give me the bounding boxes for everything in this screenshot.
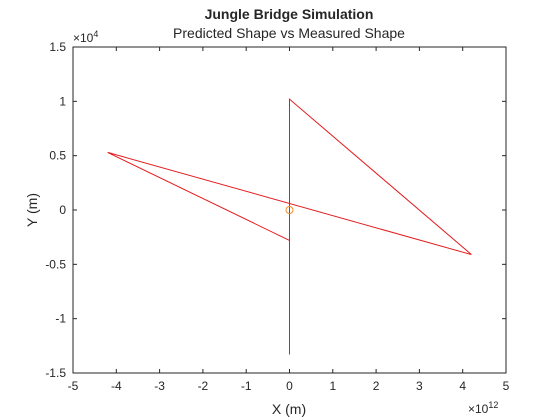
y-axis-label: Y (m) xyxy=(24,193,40,227)
series-marker-2 xyxy=(285,206,294,214)
series-line-1 xyxy=(107,98,472,355)
x-tick-label: 5 xyxy=(503,379,510,393)
chart-title: Jungle Bridge Simulation xyxy=(205,6,374,22)
x-tick-label: 2 xyxy=(373,379,380,393)
x-tick-label: -4 xyxy=(111,379,122,393)
x-tick-label: 3 xyxy=(416,379,423,393)
x-axis-label: X (m) xyxy=(272,401,306,417)
x-tick-label: 1 xyxy=(329,379,336,393)
chart-subtitle: Predicted Shape vs Measured Shape xyxy=(173,25,405,41)
x-tick-label: 0 xyxy=(286,379,293,393)
x-axis-exponent: ×1012 xyxy=(468,400,498,416)
x-tick-label: -1 xyxy=(241,379,252,393)
y-tick-label: 0 xyxy=(59,203,66,217)
y-tick-label: -0.5 xyxy=(45,257,66,271)
y-axis-ticks: -1.5 -1 -0.5 0 0.5 1 1.5 xyxy=(45,40,506,380)
x-tick-label: -5 xyxy=(68,379,79,393)
plot-area: -5 -4 -3 -2 -1 0 1 2 3 4 5 -1.5 -1 -0.5 0 0.5 1 1.5 xyxy=(45,40,509,393)
y-tick-label: 0.5 xyxy=(49,149,66,163)
y-tick-label: 1 xyxy=(59,94,66,108)
x-tick-label: 4 xyxy=(459,379,466,393)
x-tick-label: -2 xyxy=(198,379,209,393)
x-tick-label: -3 xyxy=(154,379,165,393)
y-tick-label: -1 xyxy=(55,312,66,326)
series-layer xyxy=(107,98,472,355)
x-axis-ticks: -5 -4 -3 -2 -1 0 1 2 3 4 5 xyxy=(68,47,510,393)
y-tick-label: 1.5 xyxy=(49,40,66,54)
y-axis-exponent: ×104 xyxy=(73,29,98,45)
y-tick-label: -1.5 xyxy=(45,366,66,380)
